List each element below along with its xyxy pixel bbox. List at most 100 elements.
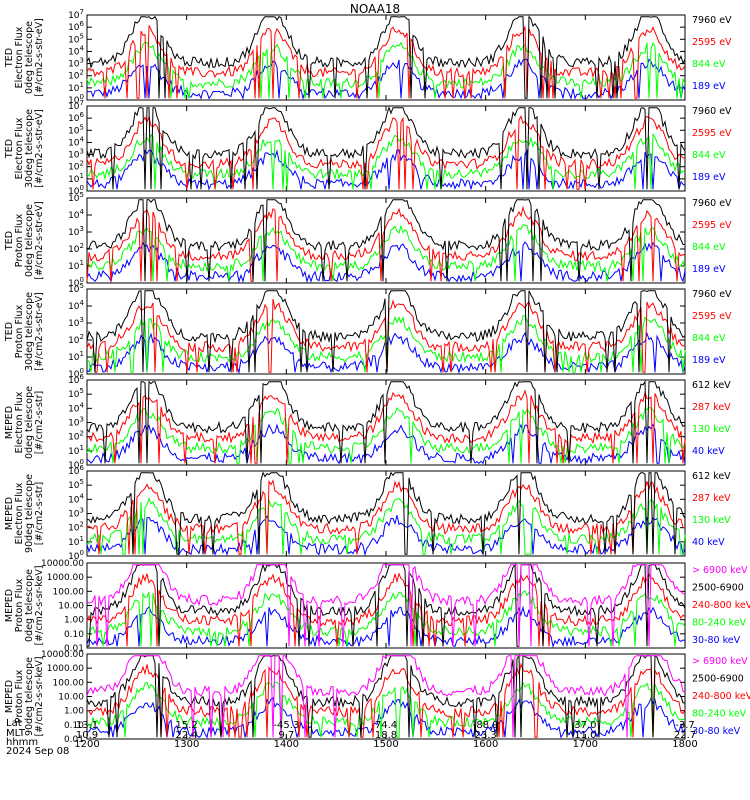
y-tick-label: 106 bbox=[68, 20, 84, 33]
legend-entry: 189 eV bbox=[692, 355, 726, 366]
x-tick-label-lat: -3.7 bbox=[675, 720, 695, 731]
y-tick-label: 10.00 bbox=[58, 693, 84, 703]
legend-entry: 844 eV bbox=[692, 150, 726, 161]
y-axis-label: TED bbox=[4, 322, 15, 342]
y-tick-label: 100 bbox=[68, 276, 84, 289]
y-axis-label: MEPED bbox=[4, 406, 15, 439]
y-tick-label: 0.01 bbox=[64, 644, 84, 654]
x-tick-label-lat: 74.4 bbox=[375, 720, 397, 731]
legend-entry: 7960 eV bbox=[692, 106, 732, 117]
legend-entry: 844 eV bbox=[692, 333, 726, 344]
series-line bbox=[86, 590, 686, 647]
y-tick-label: 10000.00 bbox=[41, 559, 84, 569]
y-axis-label: Electron Flux bbox=[14, 117, 25, 179]
legend-entry: 7960 eV bbox=[692, 198, 732, 209]
y-tick-label: 101 bbox=[68, 81, 84, 94]
series-line bbox=[87, 497, 686, 555]
y-tick-label: 103 bbox=[68, 148, 84, 161]
legend-entry: 2500-6900 bbox=[692, 674, 744, 685]
legend-entry: > 6900 keV bbox=[692, 656, 748, 667]
x-tick-label-mlt: 23.3 bbox=[475, 730, 497, 741]
series-line bbox=[86, 654, 685, 738]
legend-entry: 2595 eV bbox=[692, 220, 732, 231]
y-axis-label: [#/cm2-s-sr-keV] bbox=[34, 565, 45, 645]
legend-entry: 30-80 keV bbox=[692, 635, 741, 646]
y-tick-label: 10.00 bbox=[58, 602, 84, 612]
y-tick-label: 100 bbox=[68, 367, 84, 380]
legend-entry: 2595 eV bbox=[692, 128, 732, 139]
y-tick-label: 100 bbox=[68, 458, 84, 471]
legend-entry: 189 eV bbox=[692, 81, 726, 92]
y-tick-label: 104 bbox=[68, 299, 84, 312]
series-line bbox=[86, 515, 686, 557]
y-tick-label: 100 bbox=[68, 184, 84, 197]
y-tick-label: 106 bbox=[68, 111, 84, 124]
y-tick-label: 0.10 bbox=[64, 721, 84, 731]
y-tick-label: 100.00 bbox=[53, 678, 85, 688]
legend-entry: 240-800 keV bbox=[692, 691, 750, 702]
legend-entry: 130 keV bbox=[692, 424, 731, 435]
legend-entry: 7960 eV bbox=[692, 15, 732, 26]
legend-entry: 612 keV bbox=[692, 471, 731, 482]
y-tick-label: 105 bbox=[68, 478, 84, 491]
y-axis-label: [#/cm2-s-sr-keV] bbox=[34, 656, 45, 736]
y-axis-label: 90deg telescope bbox=[24, 657, 35, 736]
date-label: 2024 Sep 08 bbox=[6, 746, 70, 757]
x-tick-label-hhmm: 1500 bbox=[373, 739, 398, 750]
legend-entry: 30-80 keV bbox=[692, 726, 741, 737]
y-tick-label: 104 bbox=[68, 135, 84, 148]
legend-entry: 240-800 keV bbox=[692, 600, 750, 611]
x-tick-label-mlt: 10.9 bbox=[76, 730, 98, 741]
y-axis-label: Proton Flux bbox=[14, 669, 25, 723]
series-line bbox=[86, 605, 686, 649]
y-tick-label: 105 bbox=[68, 282, 84, 295]
page-title: NOAA18 bbox=[349, 2, 401, 16]
y-axis-label: Proton Flux bbox=[14, 213, 25, 267]
x-tick-label-lat: -88.9 bbox=[473, 720, 499, 731]
series-line bbox=[86, 115, 686, 190]
row-label-hhmm: hhmm bbox=[6, 737, 39, 748]
y-tick-label: 104 bbox=[68, 208, 84, 221]
y-axis-label: MEPED bbox=[4, 589, 15, 622]
x-tick-label-hhmm: 1800 bbox=[672, 739, 697, 750]
legend-entry: 287 keV bbox=[692, 493, 731, 504]
y-tick-label: 105 bbox=[68, 191, 84, 204]
y-axis-label: MEPED bbox=[4, 497, 15, 530]
series-line bbox=[87, 562, 686, 647]
y-axis-label: Proton Flux bbox=[14, 578, 25, 632]
y-tick-label: 107 bbox=[68, 99, 84, 112]
series-line bbox=[86, 662, 686, 738]
y-tick-label: 102 bbox=[68, 333, 84, 346]
series-line bbox=[86, 572, 686, 647]
y-tick-label: 102 bbox=[68, 242, 84, 255]
legend-entry: 40 keV bbox=[692, 446, 725, 457]
x-tick-label-hhmm: 1600 bbox=[473, 739, 498, 750]
y-tick-label: 0.01 bbox=[64, 735, 84, 745]
legend-entry: 189 eV bbox=[692, 172, 726, 183]
y-tick-label: 1000.00 bbox=[47, 664, 84, 674]
x-tick-label-mlt: 11.0 bbox=[574, 730, 596, 741]
y-tick-label: 104 bbox=[68, 44, 84, 57]
y-axis-label: 0deg telescope bbox=[24, 21, 35, 94]
y-tick-label: 101 bbox=[68, 172, 84, 185]
legend-entry: 80-240 keV bbox=[692, 618, 747, 629]
x-tick-label-mlt: 22.7 bbox=[674, 730, 696, 741]
series-line bbox=[86, 149, 686, 191]
y-tick-label: 0.10 bbox=[64, 630, 84, 640]
x-tick-label-mlt: 9.7 bbox=[278, 730, 294, 741]
legend-entry: 2595 eV bbox=[692, 311, 732, 322]
x-tick-label-hhmm: 1300 bbox=[174, 739, 199, 750]
y-axis-label: TED bbox=[4, 231, 15, 251]
y-axis-label: 0deg telescope bbox=[24, 386, 35, 459]
series-line bbox=[86, 389, 686, 464]
y-axis-label: 0deg telescope bbox=[24, 204, 35, 277]
y-tick-label: 101 bbox=[68, 444, 84, 457]
x-tick-label-hhmm: 1700 bbox=[573, 739, 598, 750]
x-tick-label-lat: 15.2 bbox=[176, 720, 198, 731]
y-axis-label: Electron Flux bbox=[14, 26, 25, 88]
legend-entry: 7960 eV bbox=[692, 289, 732, 300]
series-line bbox=[86, 106, 686, 190]
series-line bbox=[86, 564, 686, 647]
x-tick-label-hhmm: 1400 bbox=[274, 739, 299, 750]
y-axis-label: [#/cm2-s-str-eV] bbox=[34, 109, 45, 188]
